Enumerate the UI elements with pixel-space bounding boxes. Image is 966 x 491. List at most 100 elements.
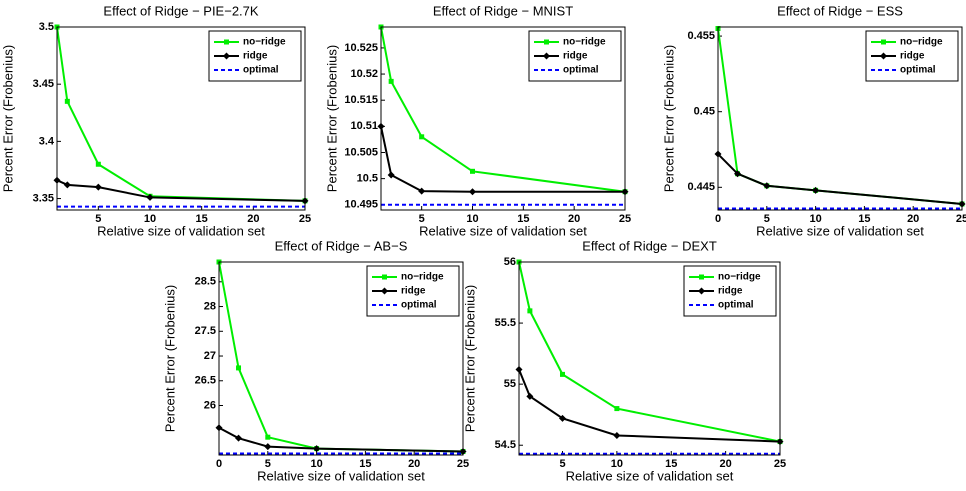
y-axis-label: Percent Error (Frobenius) — [162, 285, 177, 432]
marker — [95, 161, 101, 167]
y-tick-label: 28 — [204, 300, 216, 312]
y-axis-label: Percent Error (Frobenius) — [661, 45, 676, 192]
x-tick-label: 25 — [619, 213, 631, 225]
chart-title: Effect of Ridge − DEXT — [582, 238, 717, 253]
legend-label: ridge — [401, 286, 426, 297]
y-tick-label: 10.495 — [344, 199, 378, 211]
legend: no−ridge ridge optimal — [865, 30, 959, 82]
chart-title: Effect of Ridge − PIE−2.7K — [103, 3, 258, 18]
axes-frame — [56, 26, 306, 211]
marker — [418, 187, 426, 195]
x-tick-label: 15 — [517, 213, 529, 225]
y-tick-label: 3.4 — [39, 135, 55, 147]
legend-label: ridge — [563, 51, 588, 62]
chart: 0 5 10 15 20 25 26 26.5 27 27.5 28 28.5 Effect of Ri… — [162, 238, 469, 483]
x-tick-label: 25 — [774, 458, 786, 470]
x-tick-label: 20 — [720, 458, 732, 470]
x-tick-label: 25 — [457, 458, 469, 470]
y-tick-label: 3.35 — [33, 192, 54, 204]
y-tick-label: 0.45 — [694, 106, 715, 118]
legend-marker — [698, 287, 705, 295]
legend-label: optimal — [563, 65, 599, 76]
y-axis-label: Percent Error (Frobenius) — [324, 45, 339, 192]
x-tick-label: 25 — [956, 213, 966, 225]
y-tick-label: 27 — [204, 350, 216, 362]
legend-label: no−ridge — [243, 37, 286, 48]
y-axis-label: Percent Error (Frobenius) — [0, 45, 15, 192]
marker — [560, 371, 565, 377]
axes-frame — [380, 26, 626, 211]
legend-marker — [382, 274, 387, 280]
marker — [388, 78, 394, 84]
marker — [469, 188, 476, 196]
legend-label: optimal — [243, 65, 279, 76]
marker — [235, 434, 243, 442]
marker — [613, 431, 621, 439]
marker — [64, 98, 70, 104]
legend-marker — [224, 39, 229, 45]
y-tick-label: 10.51 — [350, 120, 378, 132]
y-tick-label: 26.5 — [195, 375, 216, 387]
marker — [526, 392, 534, 400]
legend-label: ridge — [718, 286, 743, 297]
x-tick-label: 10 — [466, 213, 478, 225]
y-tick-label: 10.52 — [350, 68, 378, 80]
legend: no−ridge ridge optimal — [528, 30, 622, 82]
y-tick-label: 10.5 — [357, 173, 378, 185]
x-tick-label: 25 — [299, 213, 311, 225]
marker — [146, 193, 154, 201]
x-tick-label: 15 — [359, 458, 371, 470]
y-tick-label: 26 — [204, 399, 216, 411]
y-axis-label: Percent Error (Frobenius) — [462, 285, 477, 432]
legend-label: ridge — [243, 51, 268, 62]
legend: no−ridge ridge optimal — [208, 30, 302, 82]
marker — [812, 186, 820, 194]
y-tick-label: 3.5 — [39, 21, 54, 33]
x-axis-label: Relative size of validation set — [566, 468, 734, 483]
x-axis-label: Relative size of validation set — [756, 223, 924, 238]
legend-label: ridge — [900, 51, 925, 62]
chart: 5 10 15 20 25 10.495 10.5 10.505 10.51 10.515 10.5… — [324, 3, 631, 238]
y-tick-label: 55.5 — [495, 317, 516, 329]
y-tick-label: 0.455 — [687, 30, 715, 42]
marker — [559, 414, 566, 422]
axes-frame — [218, 261, 464, 456]
marker — [236, 365, 242, 371]
legend-label: no−ridge — [900, 37, 943, 48]
chart-title: Effect of Ridge − ESS — [777, 3, 903, 18]
y-tick-label: 56 — [504, 256, 516, 268]
marker — [734, 170, 742, 178]
chart-title: Effect of Ridge − MNIST — [433, 3, 573, 18]
y-tick-label: 55 — [504, 378, 516, 390]
marker — [763, 182, 771, 190]
x-tick-label: 15 — [196, 213, 208, 225]
axes-frame — [518, 261, 781, 456]
x-tick-label: 5 — [764, 213, 770, 225]
x-tick-label: 5 — [95, 213, 101, 225]
marker — [264, 443, 272, 451]
x-tick-label: 20 — [568, 213, 580, 225]
legend-label: no−ridge — [718, 272, 761, 283]
legend-label: optimal — [718, 300, 754, 311]
marker — [614, 406, 620, 412]
x-tick-label: 5 — [265, 458, 271, 470]
x-tick-label: 10 — [310, 458, 322, 470]
x-tick-label: 20 — [408, 458, 420, 470]
y-tick-label: 54.5 — [495, 439, 516, 451]
y-tick-label: 3.45 — [33, 78, 54, 90]
legend: no−ridge ridge optimal — [366, 265, 460, 317]
legend-label: optimal — [401, 300, 437, 311]
legend-label: no−ridge — [563, 37, 606, 48]
legend-marker — [544, 39, 549, 45]
y-tick-label: 27.5 — [195, 325, 216, 337]
x-axis-label: Relative size of validation set — [97, 223, 265, 238]
legend-marker — [381, 287, 388, 295]
y-tick-label: 0.445 — [687, 181, 715, 193]
legend-label: no−ridge — [401, 272, 444, 283]
x-tick-label: 20 — [247, 213, 259, 225]
x-tick-label: 10 — [611, 458, 623, 470]
legend-marker — [881, 39, 886, 45]
legend-marker — [880, 52, 887, 60]
y-tick-label: 28.5 — [195, 276, 216, 288]
